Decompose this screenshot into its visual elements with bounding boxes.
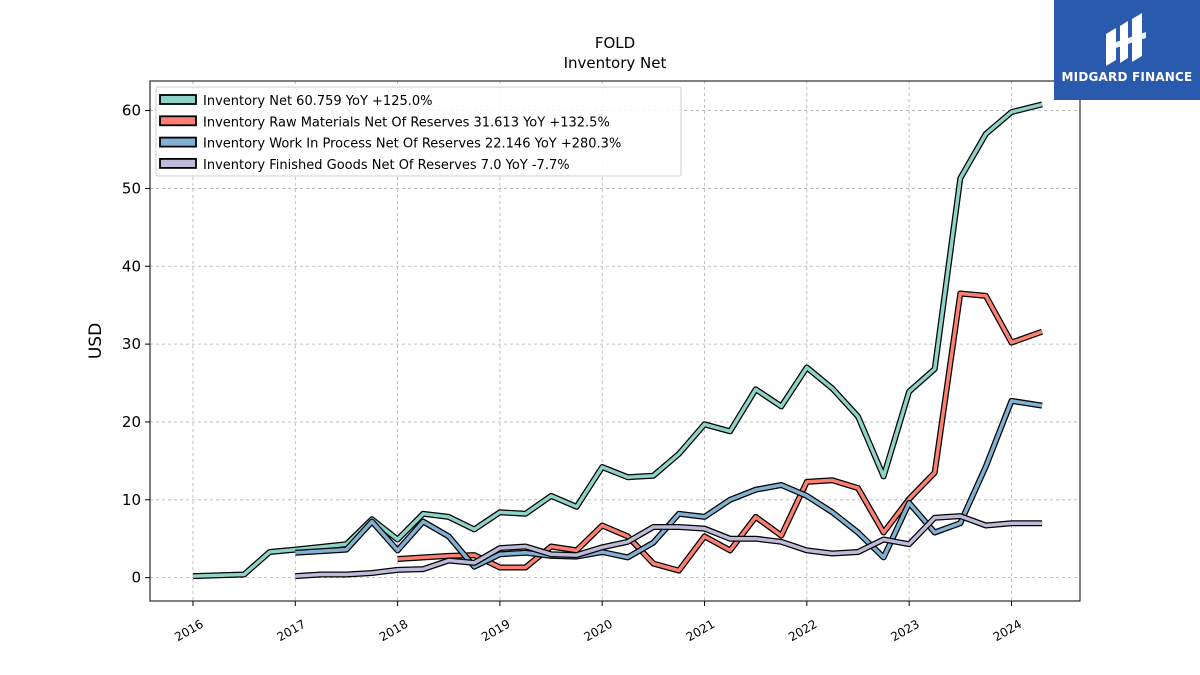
brand-logo-icon — [1106, 13, 1146, 66]
legend-label-3: Inventory Finished Goods Net Of Reserves… — [203, 158, 570, 173]
legend: Inventory Net 60.759 YoY +125.0% Inventor… — [155, 86, 682, 177]
legend-box — [155, 86, 682, 177]
series-line-2 — [295, 399, 1043, 569]
plot-frame — [149, 80, 1081, 602]
legend-swatch-3 — [159, 157, 197, 169]
x-tick-label: 2020 — [581, 617, 614, 644]
brand-name: MIDGARD FINANCE — [1061, 70, 1193, 84]
brand-logo: MIDGARD FINANCE — [1054, 0, 1200, 100]
chart-title: FOLD — [595, 34, 635, 52]
y-tick-label: 30 — [122, 335, 141, 353]
series-line-3 — [295, 514, 1043, 578]
x-tick-label: 2017 — [275, 617, 308, 644]
x-tick-label: 2021 — [684, 617, 717, 644]
x-tick-label: 2016 — [172, 617, 205, 644]
y-tick-label: 40 — [122, 257, 141, 275]
series-line-1 — [397, 291, 1043, 573]
legend-label-1: Inventory Raw Materials Net Of Reserves … — [203, 115, 610, 130]
y-tick-label: 60 — [122, 102, 141, 120]
x-tick-label: 2022 — [786, 617, 819, 644]
chart-subtitle: Inventory Net — [564, 54, 667, 72]
series-group — [192, 101, 1044, 580]
legend-swatch-1 — [159, 115, 197, 127]
grid — [150, 81, 1080, 601]
y-tick-label: 0 — [131, 569, 141, 587]
legend-label-0: Inventory Net 60.759 YoY +125.0% — [203, 94, 433, 109]
x-tick-label: 2019 — [479, 617, 512, 644]
legend-swatch-2 — [159, 136, 197, 148]
y-axis-label: USD — [86, 323, 106, 359]
y-tick-label: 10 — [122, 491, 141, 509]
y-tick-label: 20 — [122, 413, 141, 431]
x-tick-label: 2024 — [991, 617, 1024, 644]
x-tick-label: 2018 — [377, 617, 410, 644]
y-tick-label: 50 — [122, 179, 141, 197]
legend-label-2: Inventory Work In Process Net Of Reserve… — [203, 137, 621, 152]
x-tick-label: 2023 — [888, 617, 921, 644]
legend-swatch-0 — [159, 94, 197, 105]
